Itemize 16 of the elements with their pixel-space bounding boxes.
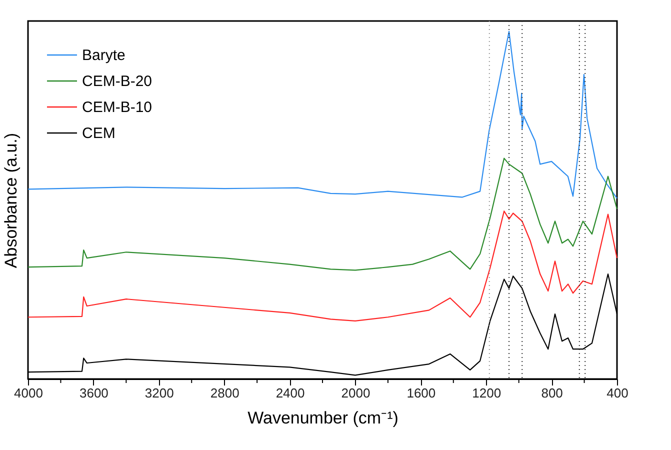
legend-label: Baryte bbox=[82, 47, 126, 64]
x-tick-label: 3600 bbox=[79, 386, 108, 400]
x-tick-label: 4000 bbox=[14, 386, 43, 400]
y-axis-title: Absorbance (a.u.) bbox=[2, 132, 20, 268]
x-tick-label: 3200 bbox=[144, 386, 174, 400]
legend-label: CEM-B-20 bbox=[82, 73, 152, 90]
x-tick-label: 2800 bbox=[210, 386, 240, 400]
legend-label: CEM bbox=[82, 125, 116, 142]
x-tick-label: 2400 bbox=[276, 386, 305, 400]
x-tick-label: 1200 bbox=[472, 386, 502, 400]
x-tick-label: 800 bbox=[541, 386, 563, 400]
x-tick-label: 1600 bbox=[406, 386, 436, 400]
x-tick-label: 2000 bbox=[341, 386, 370, 400]
legend-label: CEM-B-10 bbox=[82, 99, 152, 116]
x-tick-label: 400 bbox=[606, 386, 628, 400]
x-axis-title: Wavenumber (cm⁻¹) bbox=[248, 408, 398, 428]
